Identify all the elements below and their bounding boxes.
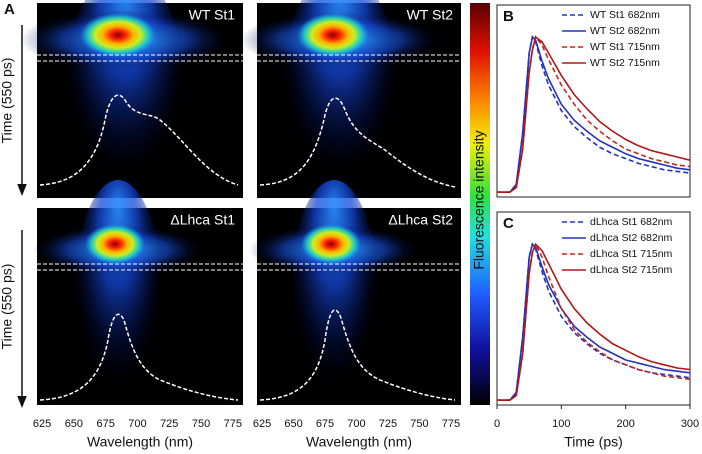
x-tick-label: 725 — [379, 418, 397, 430]
colorbar-label: Fluorescence intensity — [471, 130, 487, 269]
x-tick-label: 650 — [284, 418, 302, 430]
x-tick-label: 650 — [65, 418, 83, 430]
legend-label: dLhca St1 682nm — [590, 216, 673, 228]
time-arrows — [17, 25, 27, 409]
legend-label: dLhca St1 715nm — [590, 248, 673, 260]
series-line — [497, 242, 691, 401]
legend-label: dLhca St2 715nm — [590, 264, 673, 276]
colorbar — [470, 3, 490, 405]
legend-label: WT St2 682nm — [590, 25, 660, 37]
x-tick-label: 750 — [192, 418, 210, 430]
x-tick-label: 775 — [224, 418, 242, 430]
x-tick-label: 625 — [253, 418, 271, 430]
x-tick-label: 775 — [442, 418, 460, 430]
heatmap — [33, 180, 243, 420]
x-tick-label: 700 — [347, 418, 365, 430]
panel-label: ΔLhca St1 — [170, 212, 235, 228]
series-line — [497, 35, 691, 193]
plot-frame — [496, 4, 691, 198]
panel-letter: B — [503, 8, 514, 25]
legend-label: WT St2 715nm — [590, 57, 660, 69]
series-line — [497, 242, 691, 401]
heatmap — [249, 180, 461, 420]
panel-label: WT St1 — [189, 7, 236, 23]
x-tick-label: 100 — [552, 418, 570, 430]
x-tick-label: 625 — [33, 418, 51, 430]
panel-label: ΔLhca St2 — [388, 212, 453, 228]
x-tick-label: 0 — [494, 418, 500, 430]
x-tick-label: 675 — [96, 418, 114, 430]
panel-letter: A — [4, 1, 15, 18]
x-axis-label: Wavelength (nm) — [87, 434, 193, 450]
x-tick-label: 200 — [616, 418, 634, 430]
x-tick-label: 300 — [681, 418, 699, 430]
x-tick-label: 675 — [316, 418, 334, 430]
x-tick-label: 750 — [410, 418, 428, 430]
panel-letter: C — [503, 215, 514, 232]
legend-label: WT St1 715nm — [590, 41, 660, 53]
heatmap-images — [20, 0, 461, 420]
heatmap — [20, 0, 243, 210]
panel-label: WT St2 — [407, 7, 454, 23]
x-axis-label: Wavelength (nm) — [306, 434, 412, 450]
legend-label: dLhca St2 682nm — [590, 232, 673, 244]
x-tick-label: 725 — [160, 418, 178, 430]
y-axis-label: Time (550 ps) — [0, 264, 15, 350]
x-tick-label: 700 — [128, 418, 146, 430]
x-axis-label: Time (ps) — [564, 434, 623, 450]
legend-label: WT St1 682nm — [590, 9, 660, 21]
heatmap — [240, 0, 461, 210]
y-axis-label: Time (550 ps) — [0, 58, 15, 144]
plot-frame — [496, 211, 691, 406]
series-line — [497, 35, 691, 193]
